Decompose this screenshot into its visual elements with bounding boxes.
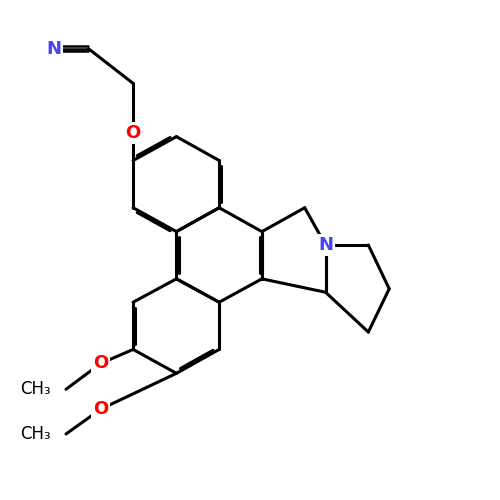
Text: O: O xyxy=(93,400,108,418)
Text: CH₃: CH₃ xyxy=(20,425,51,443)
Text: CH₃: CH₃ xyxy=(20,380,51,398)
Text: N: N xyxy=(318,236,333,254)
Text: O: O xyxy=(126,124,141,142)
Text: O: O xyxy=(93,354,108,372)
Text: N: N xyxy=(46,40,61,58)
